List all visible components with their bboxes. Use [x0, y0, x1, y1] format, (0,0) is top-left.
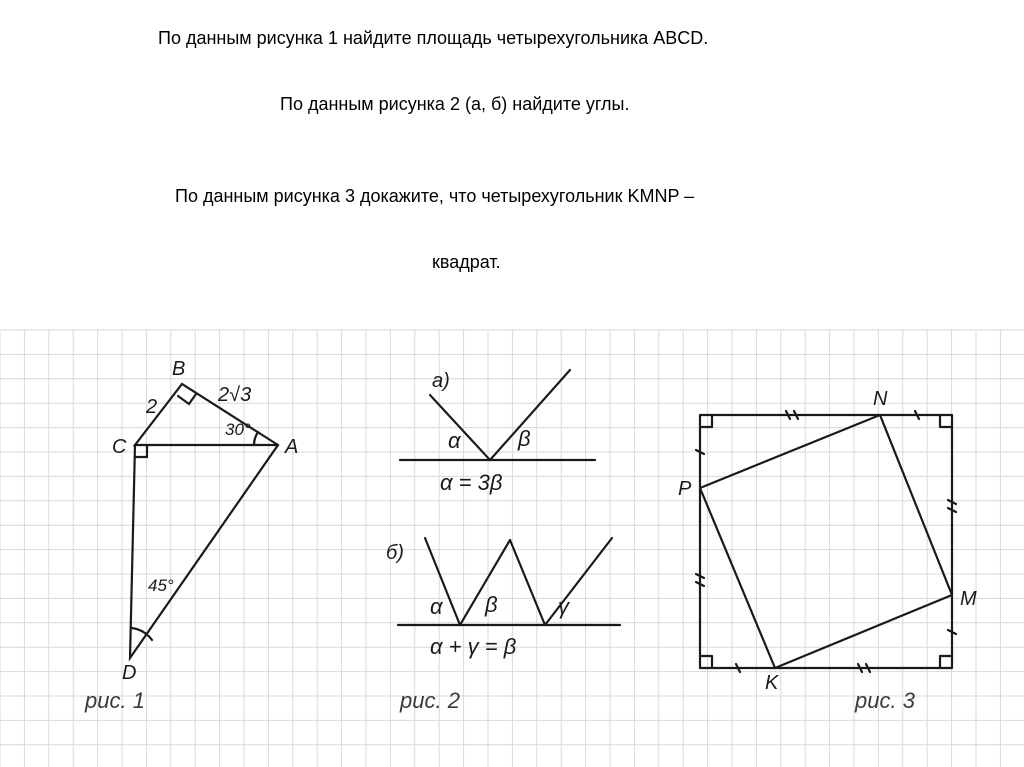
figure-3 [0, 0, 1024, 767]
fig3-caption: рис. 3 [855, 688, 915, 714]
fig3-label-P: P [678, 478, 691, 501]
fig3-label-K: K [765, 672, 778, 695]
fig3-label-M: M [960, 588, 977, 611]
fig3-label-N: N [873, 388, 887, 411]
